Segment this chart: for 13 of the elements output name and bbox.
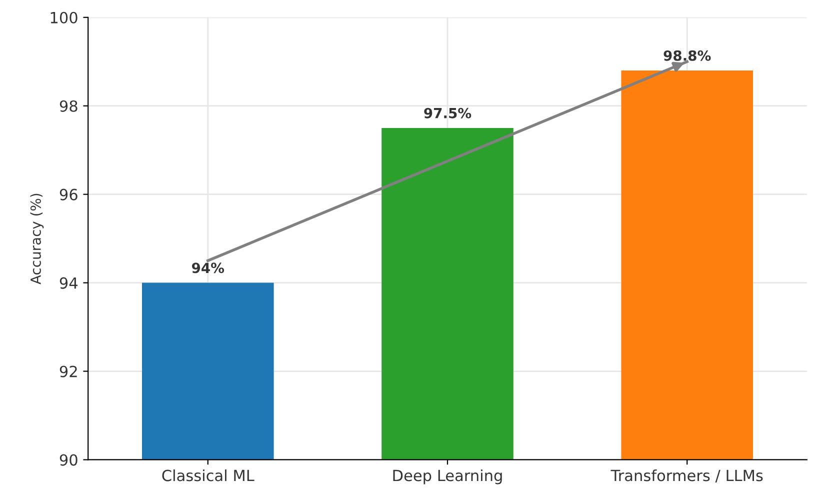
data-label: 94% — [192, 262, 224, 274]
x-tick-label: Transformers / LLMs — [610, 469, 763, 482]
data-label: 98.8% — [664, 50, 711, 61]
y-axis-title: Accuracy (%) — [30, 194, 44, 284]
y-tick-label: 96 — [60, 188, 78, 200]
y-tick-label: 94 — [60, 277, 78, 289]
x-tick-label: Deep Learning — [393, 469, 502, 484]
y-tick-label: 100 — [50, 12, 78, 24]
y-tick-label: 98 — [60, 100, 78, 112]
x-tick-label: Classical ML — [162, 469, 254, 482]
data-label: 97.5% — [424, 108, 472, 118]
y-tick-label: 92 — [60, 366, 77, 378]
y-tick-label: 90 — [60, 454, 78, 466]
